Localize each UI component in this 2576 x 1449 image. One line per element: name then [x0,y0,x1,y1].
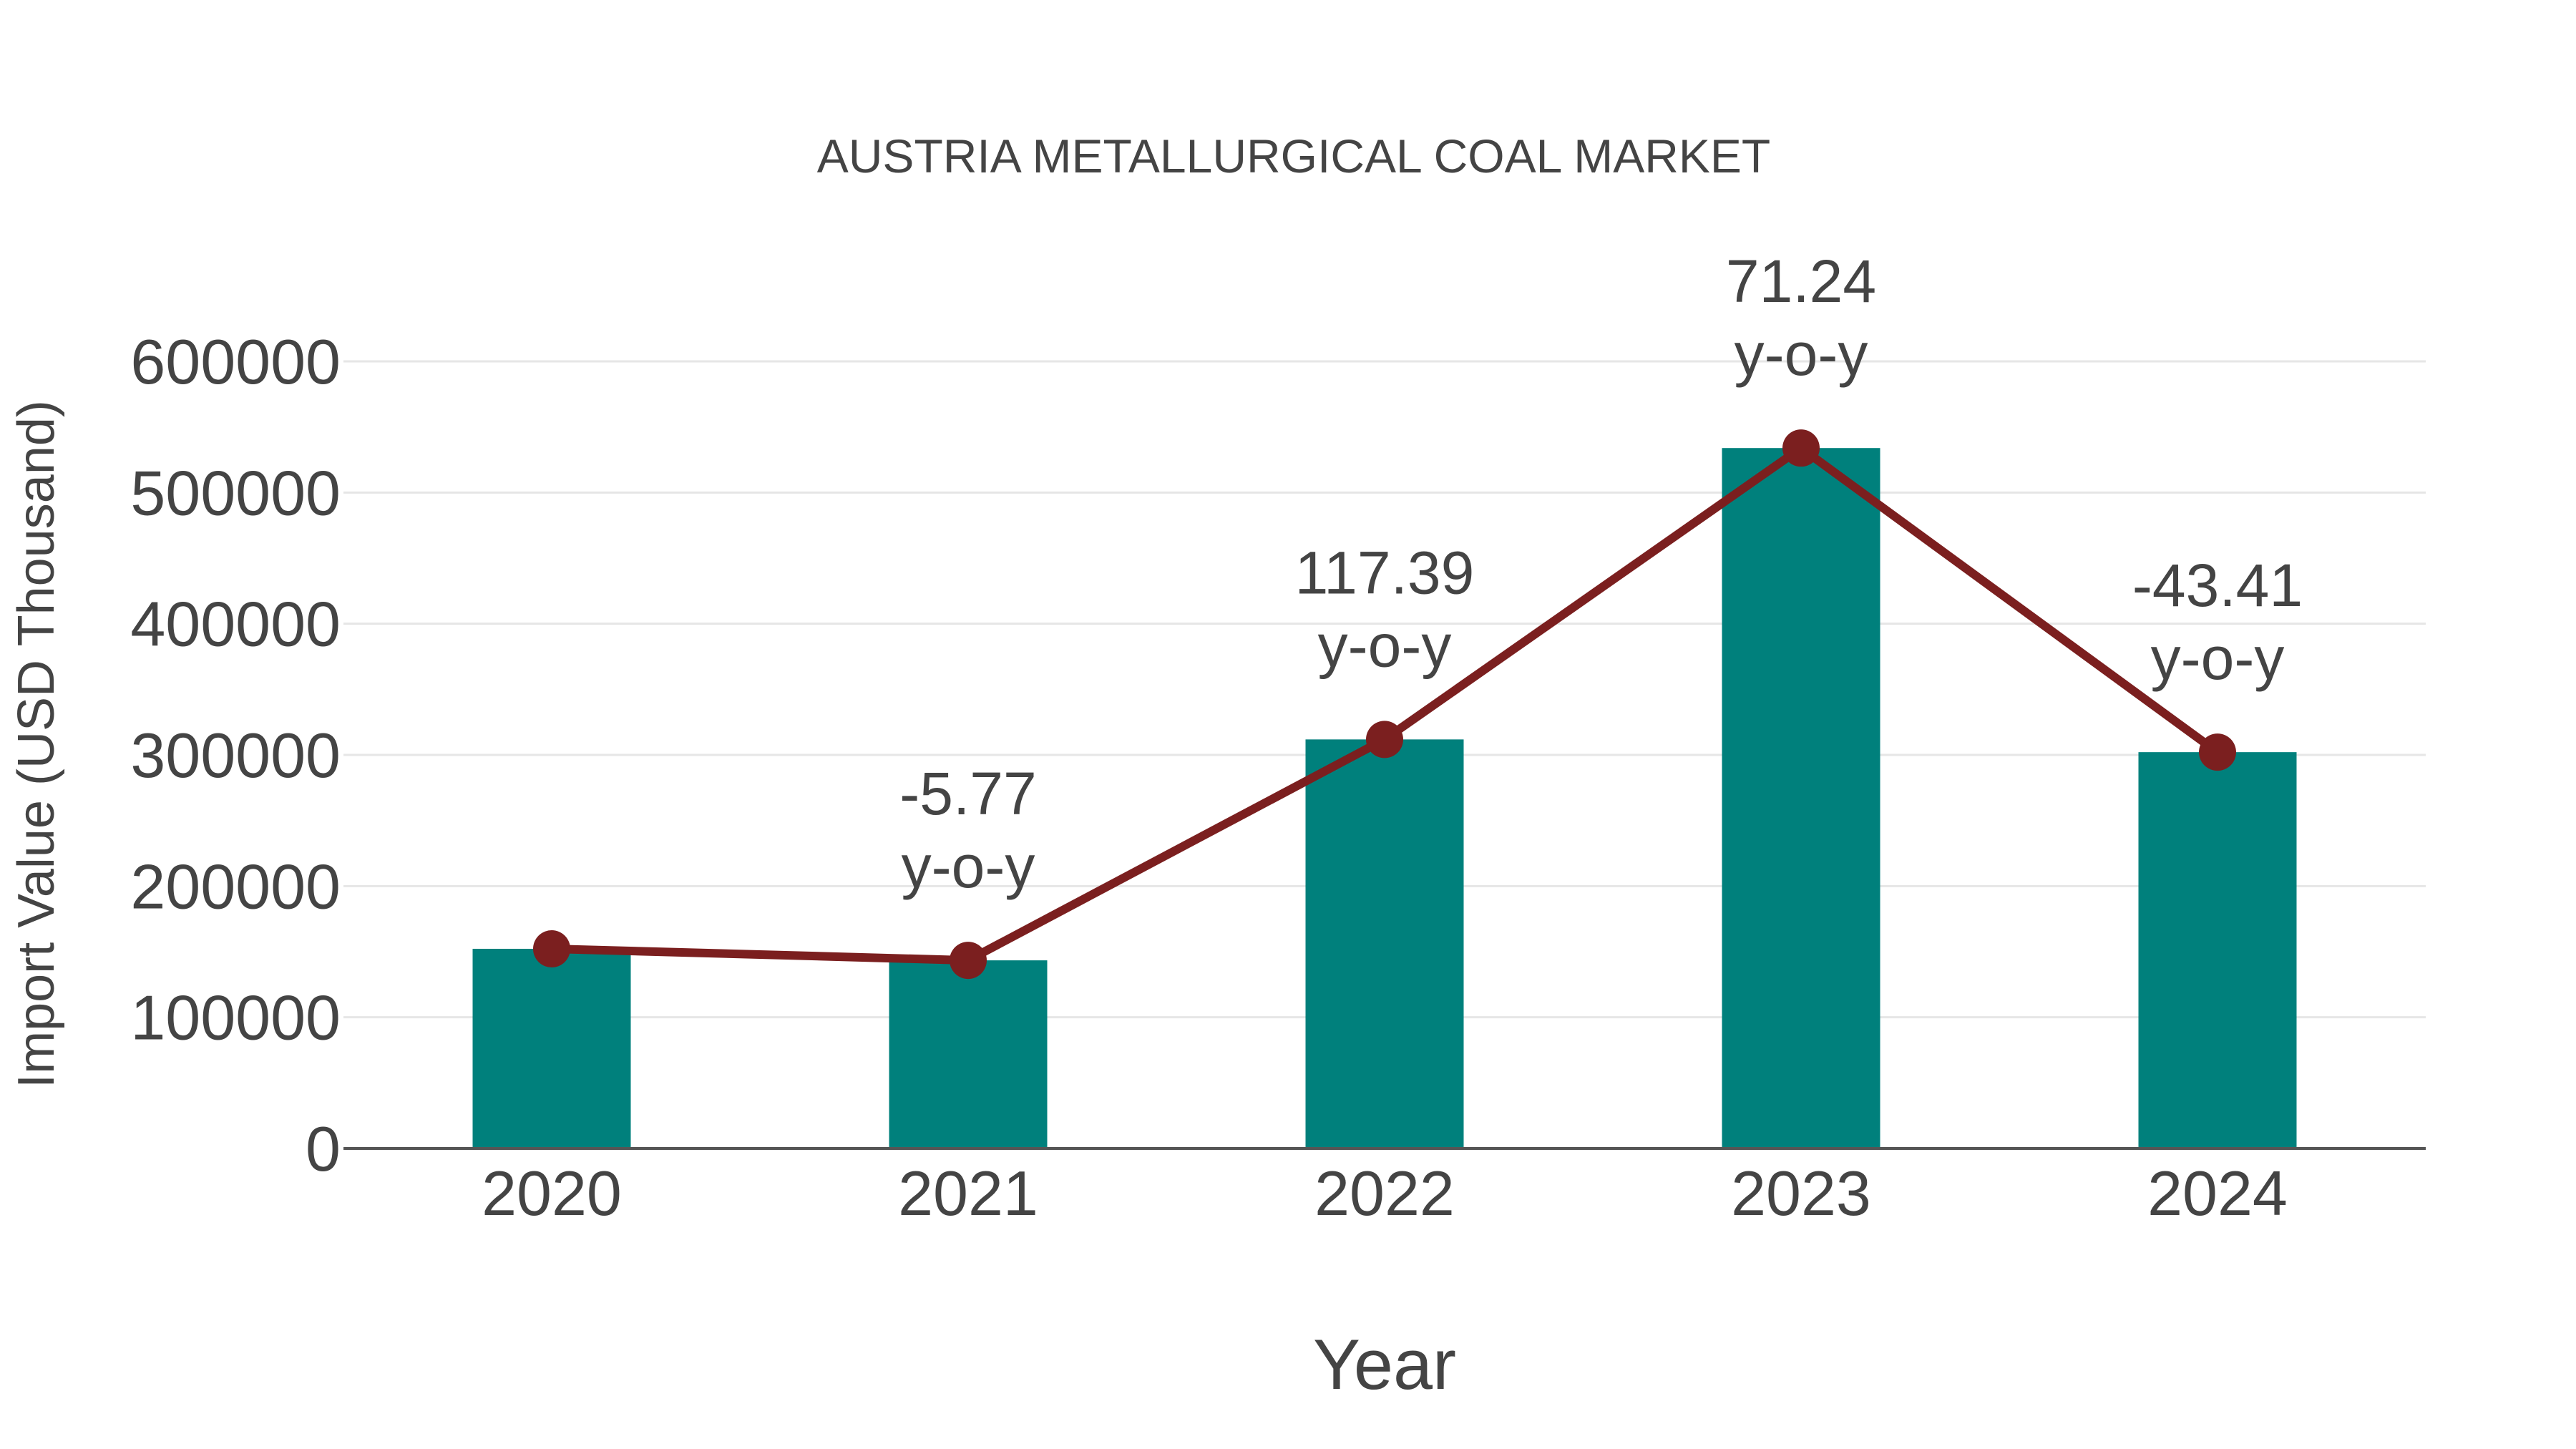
x-tick-label: 2024 [2147,1158,2288,1229]
x-tick-label: 2022 [1314,1158,1455,1229]
y-axis-title: Import Value (USD Thousand) [8,400,65,1088]
yoy-suffix-label: y-o-y [2151,625,2285,692]
x-axis-ticks: 2020 2021 2022 2023 2024 [482,1158,2288,1229]
bar-2021[interactable] [889,960,1048,1148]
marker-2020[interactable] [533,930,570,967]
bars [472,448,2297,1148]
y-tick-label: 0 [306,1113,341,1184]
y-tick-label: 200000 [130,851,341,922]
y-tick-label: 500000 [130,457,341,528]
marker-2021[interactable] [950,942,987,980]
yoy-value-label: 71.24 [1726,248,1876,315]
chart-title: AUSTRIA METALLURGICAL COAL MARKET [817,130,1771,182]
yoy-suffix-label: y-o-y [1318,612,1452,679]
bar-2020[interactable] [472,948,631,1148]
y-tick-label: 400000 [130,589,341,660]
bar-2022[interactable] [1305,739,1464,1148]
marker-2022[interactable] [1366,721,1403,758]
y-tick-label: 100000 [130,982,341,1053]
yoy-value-label: -5.77 [899,760,1036,827]
yoy-suffix-label: y-o-y [1735,321,1868,388]
x-tick-label: 2023 [1731,1158,1871,1229]
x-tick-label: 2020 [482,1158,622,1229]
bar-2024[interactable] [2138,752,2297,1148]
yoy-value-label: -43.41 [2132,552,2303,619]
yoy-suffix-label: y-o-y [902,833,1035,900]
marker-2024[interactable] [2199,733,2236,771]
x-axis-title: Year [1313,1324,1456,1404]
bar-2023[interactable] [1722,448,1880,1148]
yoy-annotations: -5.77y-o-y117.39y-o-y71.24y-o-y-43.41y-o… [899,248,2303,900]
marker-2023[interactable] [1782,429,1820,467]
x-tick-label: 2021 [898,1158,1038,1229]
y-axis-ticks: 0 100000 200000 300000 400000 500000 600000 [130,326,341,1184]
y-tick-label: 300000 [130,720,341,791]
y-tick-label: 600000 [130,326,341,397]
yoy-value-label: 117.39 [1295,539,1475,606]
trend-line [533,429,2236,980]
